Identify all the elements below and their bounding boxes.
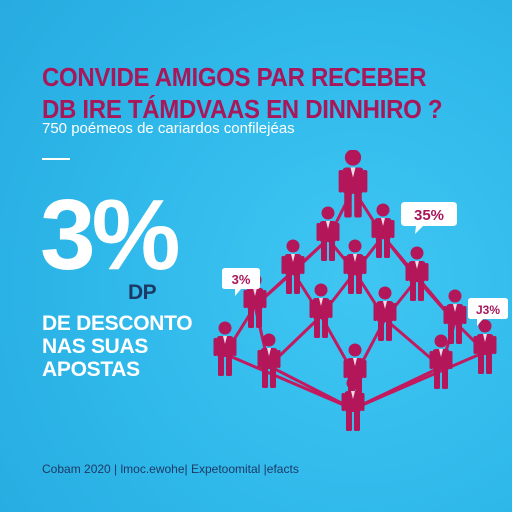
bubble-right: J3% <box>468 298 508 326</box>
person-icon <box>257 333 281 388</box>
discount-percent: 3% <box>40 179 181 291</box>
bubble-right-text: J3% <box>476 303 500 317</box>
bubble-top-right: 35% <box>401 202 457 234</box>
footer-legal: Cobam 2020 | lmoc.ewohe| Expetoomital |e… <box>42 462 299 476</box>
bubble-left-text: 3% <box>232 272 251 287</box>
headline-line-1: CONVIDE AMIGOS PAR RECEBER <box>42 63 427 93</box>
person-icon <box>443 289 467 344</box>
headline: CONVIDE AMIGOS PAR RECEBER DB IRE TÁMDVA… <box>42 62 482 127</box>
headline-line-2: DB IRE TÁMDVAAS EN DINNHIRO ? <box>42 95 443 125</box>
connection-line <box>351 350 487 411</box>
discount-text: DE DESCONTO NAS SUAS APOSTAS <box>42 312 193 381</box>
network-people <box>213 150 497 431</box>
discount-line-3: APOSTAS <box>42 358 140 381</box>
connection-line <box>223 352 355 411</box>
person-icon <box>371 203 395 258</box>
bubble-top-right-text: 35% <box>414 207 444 224</box>
subtitle: 750 poémeos de cariardos confilejéas <box>42 120 295 137</box>
discount-line-1: DE DESCONTO <box>42 312 193 335</box>
person-icon <box>473 319 497 374</box>
person-icon <box>316 206 340 261</box>
discount-dp-label: DP <box>128 281 157 304</box>
person-icon <box>213 321 237 376</box>
person-icon <box>405 246 429 301</box>
bubble-left: 3% <box>222 268 260 296</box>
discount-line-2: NAS SUAS <box>42 335 149 358</box>
referral-network-illustration: 35% 3% J3% <box>213 150 508 431</box>
divider <box>42 158 70 160</box>
